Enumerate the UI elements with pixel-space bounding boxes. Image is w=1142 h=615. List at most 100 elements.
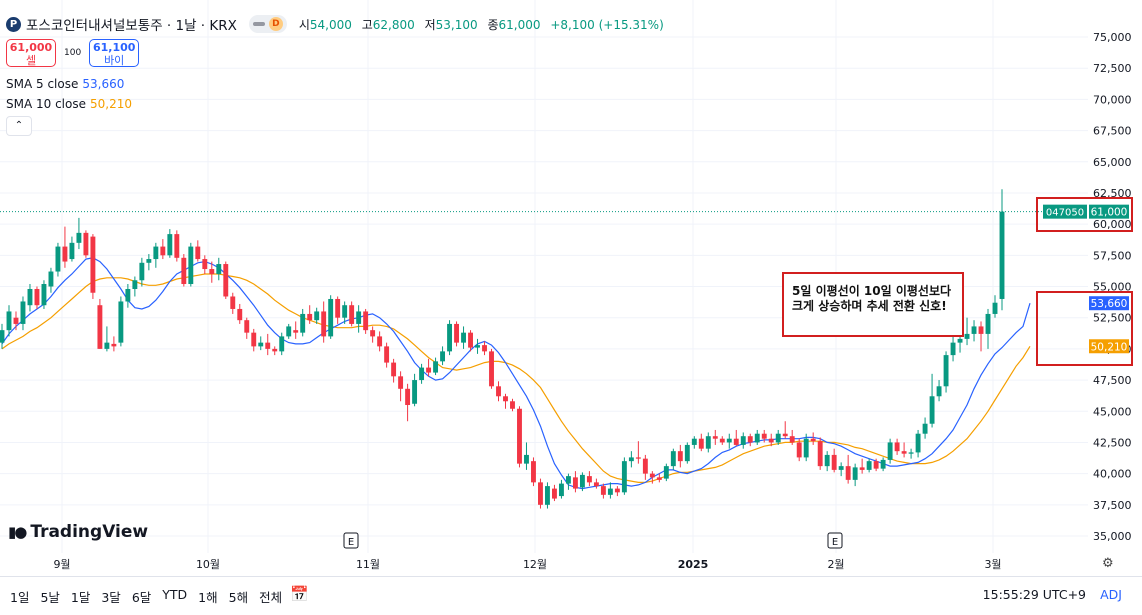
candle-body bbox=[153, 246, 159, 260]
candle-body bbox=[419, 367, 425, 381]
candle-body bbox=[349, 305, 355, 324]
candle-body bbox=[111, 343, 117, 347]
candle-body bbox=[216, 264, 222, 275]
candle-body bbox=[572, 477, 578, 489]
candle-body bbox=[307, 313, 313, 321]
range-6m[interactable]: 6달 bbox=[131, 590, 152, 605]
candle-body bbox=[230, 296, 236, 309]
data-status-pill[interactable]: D bbox=[248, 15, 287, 33]
candle-body bbox=[412, 380, 418, 404]
price-tick-label: 52,500 bbox=[1093, 312, 1132, 325]
price-tick-label: 60,000 bbox=[1093, 218, 1132, 231]
price-chart[interactable]: 9월 10월 11월 12월 2025 2월 3월 E E 75,000 72,500 70,000… bbox=[0, 0, 1142, 576]
calendar-icon[interactable]: 📅 bbox=[290, 585, 309, 603]
candle-body bbox=[426, 367, 432, 373]
ohlc-values: 시54,000 고62,800 저53,100 종61,000 +8,100 (… bbox=[299, 16, 670, 33]
time-tick-label: 12월 bbox=[523, 558, 547, 571]
candle-body bbox=[384, 346, 390, 363]
range-3m[interactable]: 3달 bbox=[101, 590, 121, 605]
sma5-legend[interactable]: SMA 5 close 53,660 bbox=[6, 77, 124, 91]
time-tick-label: 10월 bbox=[196, 558, 220, 571]
candle-body bbox=[838, 466, 844, 470]
candle-body bbox=[950, 342, 956, 356]
sma10-tag-bg bbox=[1089, 339, 1129, 354]
buy-label: 바이 bbox=[104, 54, 125, 67]
candle-body bbox=[55, 246, 61, 272]
symbol-title[interactable]: 포스코인터내셔널보통주 · 1날 · KRX bbox=[26, 18, 237, 34]
open-value: 54,000 bbox=[309, 17, 352, 32]
candle-body bbox=[517, 408, 522, 464]
low-value: 53,100 bbox=[435, 17, 478, 32]
open-label: 시 bbox=[298, 17, 310, 32]
candle-body bbox=[146, 259, 152, 263]
clock-readout[interactable]: 15:55:29 UTC+9 bbox=[982, 587, 1086, 602]
last-price-tag-bg bbox=[1089, 204, 1129, 219]
range-1y[interactable]: 1해 bbox=[198, 590, 218, 605]
sell-label: 셀 bbox=[25, 54, 37, 67]
candle-body bbox=[125, 288, 131, 302]
candle-body bbox=[796, 442, 802, 458]
range-5y[interactable]: 5해 bbox=[228, 590, 249, 605]
candle-body bbox=[237, 308, 243, 321]
candle-body bbox=[670, 451, 676, 467]
sell-button[interactable]: 61,000 셀 bbox=[6, 39, 56, 67]
candle-body bbox=[90, 236, 96, 293]
range-all[interactable]: 전체 bbox=[259, 590, 283, 605]
price-tick-label: 45,000 bbox=[1093, 405, 1132, 418]
candle-body bbox=[929, 396, 935, 424]
candle-body bbox=[195, 246, 201, 260]
chevron-up-icon: ⌃ bbox=[14, 120, 24, 131]
candle-body bbox=[978, 326, 984, 334]
candle-body bbox=[782, 433, 788, 437]
sma10-legend[interactable]: SMA 10 close 50,210 bbox=[6, 97, 132, 111]
candle-body bbox=[447, 323, 452, 352]
price-tick-label: 72,500 bbox=[1093, 62, 1132, 75]
candle-body bbox=[244, 320, 250, 333]
sma10-label: SMA 10 close bbox=[6, 97, 86, 111]
buy-button[interactable]: 61,100 바이 bbox=[89, 39, 140, 67]
price-axis[interactable]: 75,000 72,500 70,000 67,500 65,000 62,500 60,0… bbox=[1093, 31, 1132, 543]
settings-gear-icon[interactable]: ⚙ bbox=[1102, 556, 1114, 571]
candle-body bbox=[251, 332, 257, 347]
candle-body bbox=[992, 302, 998, 314]
range-5d[interactable]: 5날 bbox=[40, 590, 60, 605]
candle-body bbox=[41, 284, 47, 306]
candle-body bbox=[356, 311, 362, 324]
highlight-last-price bbox=[1036, 197, 1133, 232]
price-tick-label: 57,500 bbox=[1093, 249, 1132, 262]
candle-body bbox=[370, 330, 376, 337]
candle-body bbox=[272, 348, 278, 352]
candle-body bbox=[132, 280, 138, 289]
sma10-layer bbox=[1, 273, 1031, 483]
candle-body bbox=[314, 311, 320, 321]
candle-body bbox=[845, 466, 851, 480]
range-1m[interactable]: 1달 bbox=[70, 590, 91, 605]
candle-body bbox=[705, 436, 711, 449]
time-tick-label: 3월 bbox=[984, 558, 1001, 571]
range-ytd[interactable]: YTD bbox=[162, 587, 188, 602]
candle-body bbox=[13, 317, 19, 324]
candle-body bbox=[188, 246, 194, 285]
price-tick-label: 35,000 bbox=[1093, 530, 1132, 543]
highlight-sma-labels bbox=[1036, 291, 1133, 366]
symbol-logo-icon: P bbox=[6, 16, 21, 32]
candle-body bbox=[300, 313, 306, 333]
candle-body bbox=[712, 436, 718, 439]
collapse-legend-button[interactable]: ⌃ bbox=[6, 116, 32, 136]
sma5-tag-text: 53,660 bbox=[1091, 298, 1128, 310]
candle-body bbox=[733, 438, 739, 445]
candle-body bbox=[817, 441, 823, 467]
minus-icon bbox=[252, 22, 265, 26]
ticker-tag-text: 047050 bbox=[1046, 208, 1084, 219]
candle-body bbox=[293, 330, 299, 333]
close-label: 종 bbox=[487, 17, 499, 32]
candle-body bbox=[579, 474, 585, 488]
candle-body bbox=[768, 438, 774, 443]
candle-body bbox=[915, 433, 921, 453]
trade-buttons: 61,000 셀 100 61,100 바이 bbox=[6, 39, 140, 67]
price-tick-label: 40,000 bbox=[1093, 468, 1132, 481]
sma5-line bbox=[1, 257, 1031, 490]
adj-button[interactable]: ADJ bbox=[1100, 587, 1122, 602]
range-1d[interactable]: 1일 bbox=[10, 590, 30, 605]
price-tick-label: 65,000 bbox=[1093, 156, 1132, 169]
